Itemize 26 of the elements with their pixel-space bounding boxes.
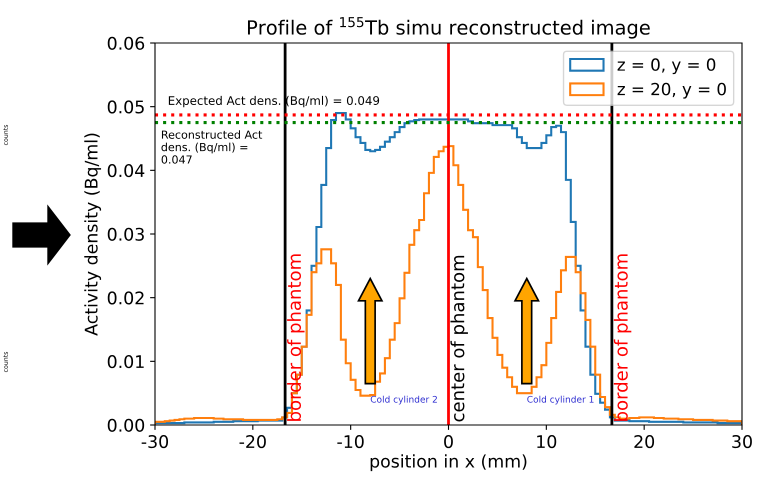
x-tick-label: -30 (142, 435, 168, 448)
legend-label: z = 0, y = 0 (618, 58, 716, 74)
text: 0.05 (108, 100, 144, 114)
x-tick-label: 30 (732, 435, 752, 448)
ref-line-label: center of phantom (450, 256, 468, 422)
ref-line-label: Reconstructed Act dens. (Bq/ml) = 0.047 (161, 130, 262, 164)
x-tick-label: 10 (537, 435, 556, 448)
text: 0.00 (108, 418, 144, 432)
text: 0.01 (108, 355, 144, 368)
text: 0.06 (108, 36, 144, 50)
x-tick-label: -10 (337, 435, 364, 448)
ref-line-label: border of phantom (287, 254, 305, 421)
ref-line-label: border of phantom (614, 254, 632, 421)
x-tick-label: -20 (240, 435, 266, 448)
y-axis-title: Activity density (Bq/ml) (84, 134, 102, 336)
text: 0.04 (108, 164, 144, 178)
x-tick-label: 20 (634, 435, 654, 448)
x-tick-label: 0 (444, 435, 453, 448)
annotation: Cold cylinder 2 (370, 396, 437, 404)
x-axis-title: position in x (mm) (370, 454, 526, 472)
chart-title: Profile of $^{155}$Tb simu reconstructed image (248, 17, 650, 39)
annotation: Cold cylinder 1 (527, 396, 594, 404)
text: 0.02 (108, 291, 144, 305)
ref-line-label: Expected Act dens. (Bq/ml) = 0.049 (168, 96, 380, 108)
text: 0.03 (108, 228, 144, 241)
legend-label: z = 20, y = 0 (618, 82, 726, 99)
